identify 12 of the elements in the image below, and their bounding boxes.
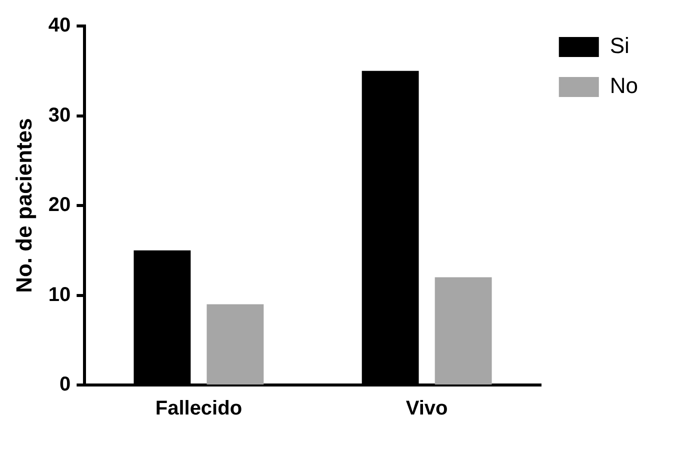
y-tick-label: 20 xyxy=(48,194,71,216)
y-axis-title: No. de pacientes xyxy=(11,118,36,293)
legend-label: Si xyxy=(610,33,630,58)
y-tick-label: 0 xyxy=(60,374,71,396)
y-tick-label: 30 xyxy=(48,104,71,126)
y-tick-label: 10 xyxy=(48,284,71,306)
bar xyxy=(206,304,264,384)
legend-label: No xyxy=(610,73,638,98)
y-tick-label: 40 xyxy=(48,14,71,37)
bar xyxy=(434,277,492,384)
x-tick-label: Fallecido xyxy=(155,398,242,420)
x-tick-label: Vivo xyxy=(406,398,448,420)
